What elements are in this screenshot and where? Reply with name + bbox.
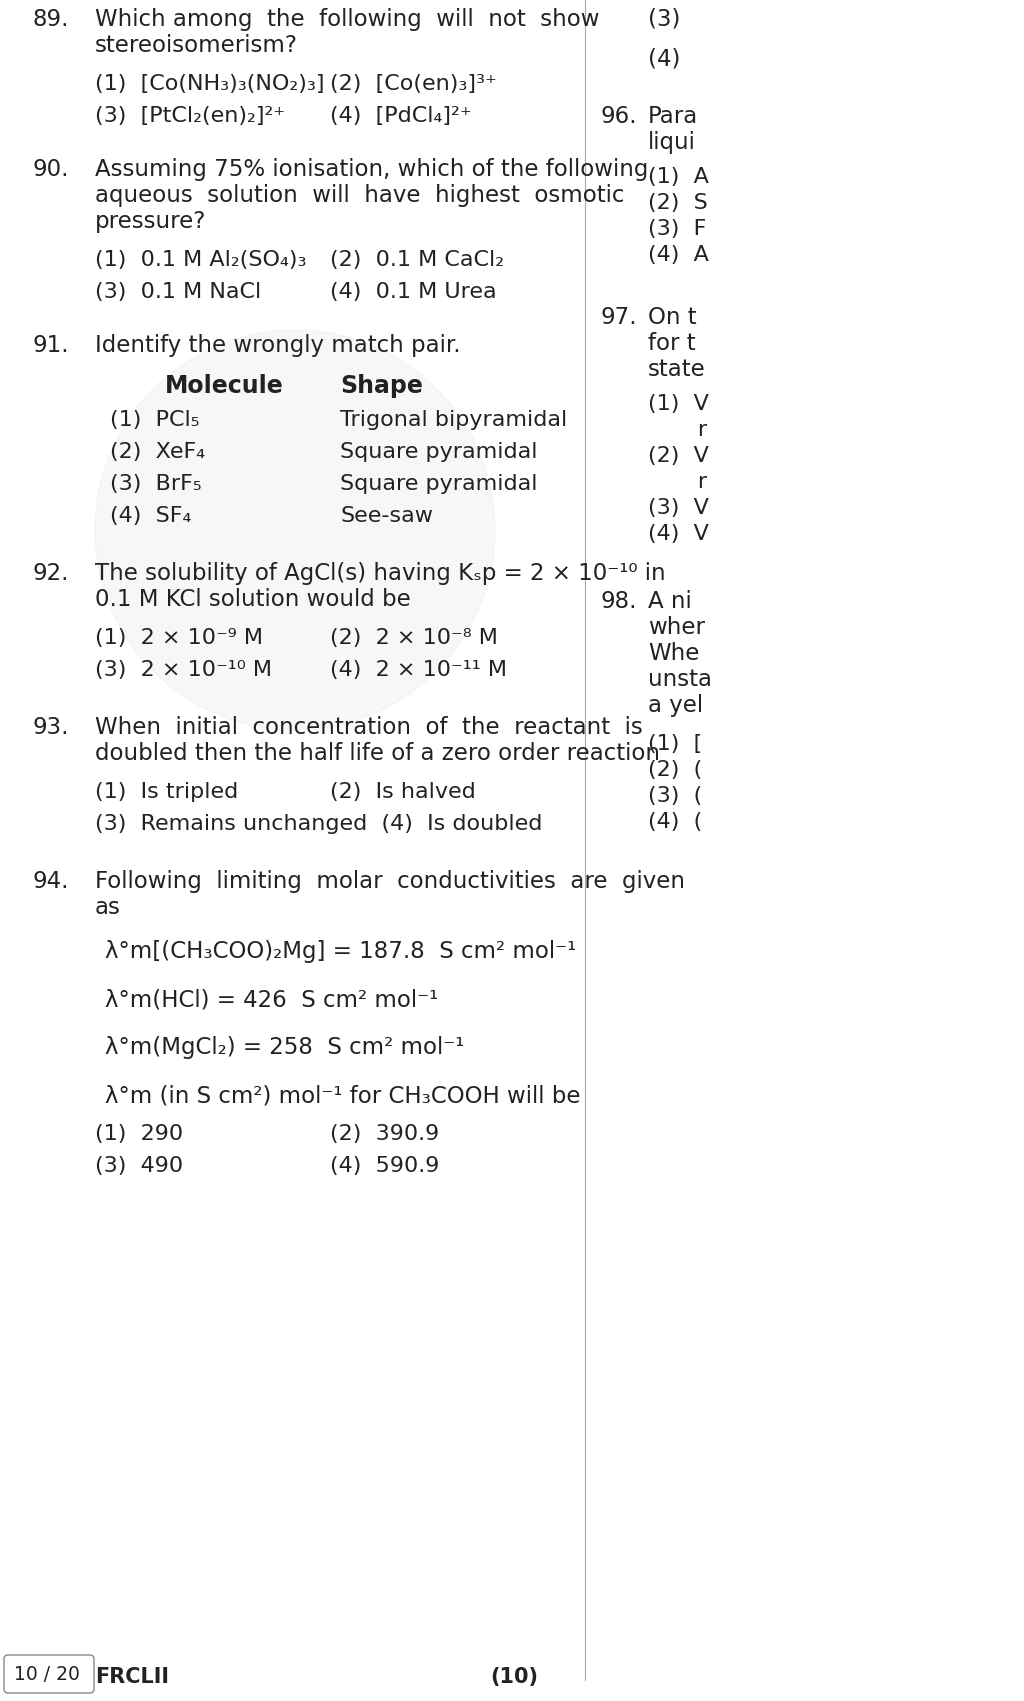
Text: Identify the wrongly match pair.: Identify the wrongly match pair. <box>95 333 461 357</box>
Text: The solubility of AgCl(s) having Kₛp = 2 × 10⁻¹⁰ in: The solubility of AgCl(s) having Kₛp = 2… <box>95 561 666 585</box>
Text: λ°m(MgCl₂) = 258  S cm² mol⁻¹: λ°m(MgCl₂) = 258 S cm² mol⁻¹ <box>105 1036 464 1060</box>
Text: Following  limiting  molar  conductivities  are  given: Following limiting molar conductivities … <box>95 869 685 893</box>
Text: (2)  Is halved: (2) Is halved <box>330 782 476 801</box>
Text: 96.: 96. <box>600 105 637 128</box>
Text: A ni: A ni <box>648 590 692 612</box>
Text: When  initial  concentration  of  the  reactant  is: When initial concentration of the reacta… <box>95 716 643 738</box>
Text: Assuming 75% ionisation, which of the following: Assuming 75% ionisation, which of the fo… <box>95 158 648 180</box>
Text: Para: Para <box>648 105 698 128</box>
Text: (3): (3) <box>648 9 680 31</box>
Text: (3)  BrF₅: (3) BrF₅ <box>110 475 202 493</box>
Text: r: r <box>648 471 708 492</box>
Text: (3)  [PtCl₂(en)₂]²⁺: (3) [PtCl₂(en)₂]²⁺ <box>95 105 285 126</box>
Text: (4): (4) <box>648 48 680 71</box>
Text: (2)  V: (2) V <box>648 446 709 466</box>
Text: (4)  A: (4) A <box>648 245 709 265</box>
Text: r: r <box>648 420 708 441</box>
Text: (1)  A: (1) A <box>648 167 709 187</box>
Text: (4)  0.1 M Urea: (4) 0.1 M Urea <box>330 282 497 303</box>
Text: (1)  2 × 10⁻⁹ M: (1) 2 × 10⁻⁹ M <box>95 628 263 648</box>
Text: (4)  [PdCl₄]²⁺: (4) [PdCl₄]²⁺ <box>330 105 472 126</box>
Text: (2)  (: (2) ( <box>648 760 702 781</box>
Text: aqueous  solution  will  have  highest  osmotic: aqueous solution will have highest osmot… <box>95 184 625 208</box>
Text: 98.: 98. <box>600 590 637 612</box>
Text: See-saw: See-saw <box>340 505 433 526</box>
Text: (3)  V: (3) V <box>648 498 709 519</box>
FancyBboxPatch shape <box>4 1655 94 1692</box>
Text: (2)  2 × 10⁻⁸ M: (2) 2 × 10⁻⁸ M <box>330 628 498 648</box>
Text: Trigonal bipyramidal: Trigonal bipyramidal <box>340 410 567 430</box>
Text: for t: for t <box>648 332 695 356</box>
Text: wher: wher <box>648 616 705 640</box>
Text: λ°m (in S cm²) mol⁻¹ for CH₃COOH will be: λ°m (in S cm²) mol⁻¹ for CH₃COOH will be <box>105 1084 581 1107</box>
Text: (1)  Is tripled: (1) Is tripled <box>95 782 239 801</box>
Text: (2)  S: (2) S <box>648 192 708 213</box>
Text: On t: On t <box>648 306 696 328</box>
Text: (1)  290: (1) 290 <box>95 1124 183 1145</box>
Text: (2)  390.9: (2) 390.9 <box>330 1124 439 1145</box>
Text: (1)  [: (1) [ <box>648 735 702 754</box>
Text: 10 / 20: 10 / 20 <box>14 1665 80 1684</box>
Text: (3)  Remains unchanged  (4)  Is doubled: (3) Remains unchanged (4) Is doubled <box>95 815 543 833</box>
Text: 92.: 92. <box>32 561 69 585</box>
Text: as: as <box>95 896 121 919</box>
Text: (3)  490: (3) 490 <box>95 1157 183 1175</box>
Text: 93.: 93. <box>32 716 69 738</box>
Text: Square pyramidal: Square pyramidal <box>340 442 538 463</box>
Text: λ°m[(CH₃COO)₂Mg] = 187.8  S cm² mol⁻¹: λ°m[(CH₃COO)₂Mg] = 187.8 S cm² mol⁻¹ <box>105 941 577 963</box>
Text: (3)  (: (3) ( <box>648 786 702 806</box>
Text: FRCLII: FRCLII <box>95 1667 169 1687</box>
Text: Whe: Whe <box>648 641 699 665</box>
Text: pressure?: pressure? <box>95 209 207 233</box>
Text: (2)  XeF₄: (2) XeF₄ <box>110 442 205 463</box>
Text: 89.: 89. <box>32 9 69 31</box>
Text: (4)  590.9: (4) 590.9 <box>330 1157 439 1175</box>
Text: (4)  V: (4) V <box>648 524 709 544</box>
Text: (10): (10) <box>490 1667 538 1687</box>
Text: λ°m(HCl) = 426  S cm² mol⁻¹: λ°m(HCl) = 426 S cm² mol⁻¹ <box>105 988 438 1010</box>
Text: (4)  SF₄: (4) SF₄ <box>110 505 191 526</box>
Text: Square pyramidal: Square pyramidal <box>340 475 538 493</box>
Text: liqui: liqui <box>648 131 696 155</box>
Text: unsta: unsta <box>648 668 712 691</box>
Text: (3)  F: (3) F <box>648 219 707 240</box>
Text: state: state <box>648 357 706 381</box>
Text: (2)  [Co(en)₃]³⁺: (2) [Co(en)₃]³⁺ <box>330 75 497 94</box>
Text: doubled then the half life of a zero order reaction: doubled then the half life of a zero ord… <box>95 742 660 765</box>
Circle shape <box>95 330 495 730</box>
Text: 94.: 94. <box>32 869 69 893</box>
Text: Which among  the  following  will  not  show: Which among the following will not show <box>95 9 599 31</box>
Text: 0.1 M KCl solution would be: 0.1 M KCl solution would be <box>95 589 411 611</box>
Text: (4)  2 × 10⁻¹¹ M: (4) 2 × 10⁻¹¹ M <box>330 660 507 680</box>
Text: (1)  0.1 M Al₂(SO₄)₃: (1) 0.1 M Al₂(SO₄)₃ <box>95 250 306 270</box>
Text: (4)  (: (4) ( <box>648 811 702 832</box>
Text: (3)  0.1 M NaCl: (3) 0.1 M NaCl <box>95 282 261 303</box>
Text: (1)  V: (1) V <box>648 395 709 413</box>
Text: a yel: a yel <box>648 694 703 718</box>
Text: 91.: 91. <box>32 333 69 357</box>
Text: (3)  2 × 10⁻¹⁰ M: (3) 2 × 10⁻¹⁰ M <box>95 660 272 680</box>
Text: (1)  [Co(NH₃)₃(NO₂)₃]: (1) [Co(NH₃)₃(NO₂)₃] <box>95 75 325 94</box>
Text: 90.: 90. <box>32 158 69 180</box>
Text: (2)  0.1 M CaCl₂: (2) 0.1 M CaCl₂ <box>330 250 504 270</box>
Text: 97.: 97. <box>600 306 637 328</box>
Text: (1)  PCl₅: (1) PCl₅ <box>110 410 200 430</box>
Text: stereoisomerism?: stereoisomerism? <box>95 34 298 58</box>
Text: Molecule: Molecule <box>165 374 284 398</box>
Text: Shape: Shape <box>340 374 423 398</box>
